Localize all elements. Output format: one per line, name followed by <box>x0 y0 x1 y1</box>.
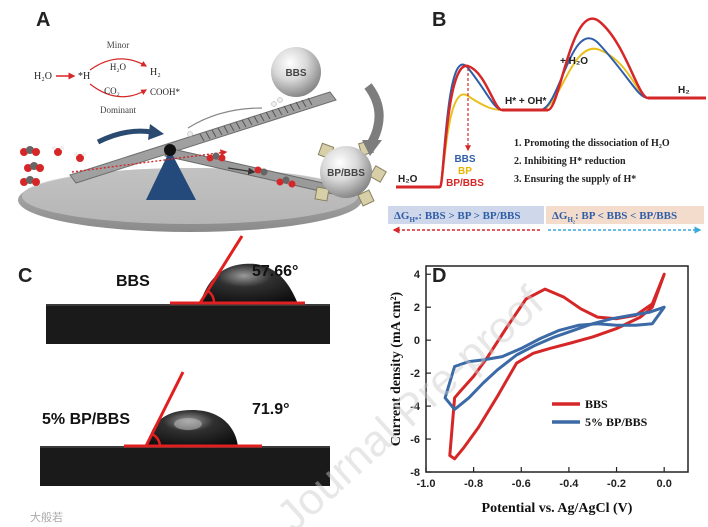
bbs-substrate <box>46 304 330 344</box>
y-tick-label: -2 <box>410 368 420 380</box>
y-axis-label: Current density (mA cm²) <box>389 291 404 446</box>
source-watermark: 大般若 <box>30 510 63 524</box>
plus-h2o-label: + H₂O <box>560 56 588 67</box>
y-tick-label: 2 <box>414 302 420 314</box>
panel-a: A BBS BP/BBS <box>18 9 387 232</box>
legend-bp-bbs: BP/BBS <box>446 178 484 189</box>
cv-series-bp-bbs <box>443 305 666 411</box>
panel-c: C BBS 57.66° 5% BP/BBS 71.9° <box>18 235 330 486</box>
hollow-arrow <box>187 107 263 129</box>
h2o-reactant: H₂O <box>34 71 52 82</box>
bbs-sphere <box>271 47 321 97</box>
plot-frame <box>425 265 689 473</box>
h2o-state: H₂O <box>398 174 418 185</box>
molecules-beam <box>187 97 296 188</box>
legend-label: 5% BP/BBS <box>585 415 648 429</box>
bbs-sphere-label: BBS <box>285 68 306 79</box>
pivot <box>164 144 176 156</box>
cv-series-bbs <box>448 272 666 461</box>
x-tick-label: -0.8 <box>464 478 483 490</box>
h2o-intermediate: H₂O <box>110 62 127 72</box>
delta-h-star-box <box>388 206 544 224</box>
panel-a-label: A <box>36 9 50 31</box>
point-1: 1. Promoting the dissociation of H₂O <box>514 138 670 149</box>
beam-coil <box>199 97 313 142</box>
x-axis-label: Potential vs. Ag/AgCl (V) <box>482 501 633 516</box>
bbs-sample-label: BBS <box>116 273 150 290</box>
x-tick-label: 0.0 <box>657 478 672 490</box>
y-tick-label: 0 <box>414 335 420 347</box>
y-tick-label: -6 <box>410 434 420 446</box>
flow-arrow <box>96 128 153 145</box>
bp-bbs-sphere-label: BP/BBS <box>327 168 365 179</box>
panel-d: D -1.0 -0.8 -0.6 -0.4 -0.2 0.0 -8 -6 -4 -2 0 2 4 Pote… <box>389 265 689 516</box>
x-tick-label: -0.2 <box>607 478 626 490</box>
cycle-arrow <box>364 83 384 145</box>
panel-b: B H₂O H* + OH* + H₂O H₂ BBS BP BP/BBS 1.… <box>388 9 706 234</box>
legend-bbs: BBS <box>454 154 475 165</box>
delta-h2-box <box>546 206 704 224</box>
point-3: 3. Ensuring the supply of H* <box>514 174 636 185</box>
minor-label: Minor <box>107 40 130 50</box>
y-tick-label: -8 <box>410 467 420 479</box>
bp-bbs-sample-label: 5% BP/BBS <box>42 411 130 428</box>
point-2: 2. Inhibiting H* reduction <box>514 156 626 167</box>
bbs-droplet <box>200 263 298 304</box>
co2-intermediate: CO₂ <box>104 86 120 96</box>
delta-h-star-text: ΔGH*: BBS > BP > BP/BBS <box>394 210 521 224</box>
y-tick-label: 4 <box>414 269 421 281</box>
molecules-left <box>20 146 86 186</box>
red-dotted-arrow <box>71 149 228 173</box>
bbs-contact-angle: 57.66° <box>252 263 298 280</box>
fulcrum <box>146 150 196 200</box>
x-tick-label: -1.0 <box>417 478 436 490</box>
panel-d-label: D <box>432 265 446 287</box>
h-star: *H <box>78 71 90 82</box>
cv-chart: -1.0 -0.8 -0.6 -0.4 -0.2 0.0 -8 -6 -4 -2 0 2 4 Potent… <box>389 265 689 516</box>
panel-b-label: B <box>432 9 446 31</box>
delta-h2-text: ΔGH₂: BP < BBS < BP/BBS <box>552 210 677 224</box>
h2-state: H₂ <box>678 85 690 96</box>
h-oh-state: H* + OH* <box>505 96 547 107</box>
legend-label: BBS <box>585 397 608 411</box>
h2-product: H₂ <box>150 67 161 78</box>
bp-bbs-substrate <box>40 446 330 486</box>
bp-bbs-contact-angle: 71.9° <box>252 401 290 418</box>
legend-bp: BP <box>458 166 472 177</box>
panel-c-label: C <box>18 265 32 287</box>
seesaw-beam <box>69 91 337 184</box>
cooh-product: COOH* <box>150 87 181 97</box>
y-tick-label: -4 <box>410 401 421 413</box>
bbs-tangent <box>198 235 244 304</box>
x-tick-label: -0.4 <box>559 478 579 490</box>
dominant-label: Dominant <box>100 105 136 115</box>
bp-bbs-sphere <box>314 140 387 207</box>
x-tick-label: -0.6 <box>512 478 531 490</box>
